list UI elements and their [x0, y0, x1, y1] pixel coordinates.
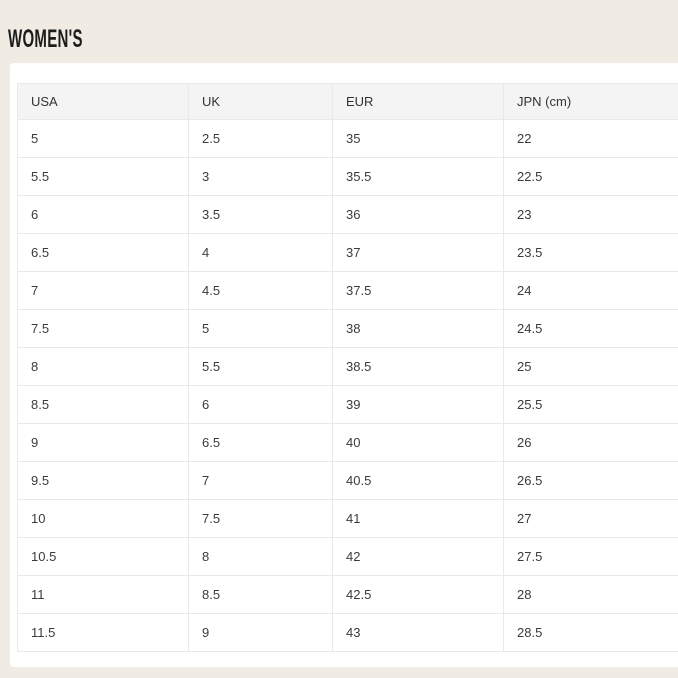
- size-conversion-table: USA UK EUR JPN (cm) 5 2.5 35 22 5.5 3 35…: [17, 83, 678, 652]
- column-header-uk: UK: [188, 83, 333, 120]
- table-row: 5.5 3 35.5 22.5: [17, 157, 678, 196]
- cell-uk: 8: [188, 537, 333, 576]
- cell-jpn: 28.5: [503, 613, 678, 652]
- cell-usa: 10.5: [17, 537, 189, 576]
- cell-uk: 2.5: [188, 119, 333, 158]
- cell-uk: 6: [188, 385, 333, 424]
- cell-uk: 3.5: [188, 195, 333, 234]
- table-row: 9 6.5 40 26: [17, 423, 678, 462]
- column-header-eur: EUR: [332, 83, 504, 120]
- cell-usa: 5.5: [17, 157, 189, 196]
- cell-eur: 42.5: [332, 575, 504, 614]
- cell-eur: 43: [332, 613, 504, 652]
- table-row: 9.5 7 40.5 26.5: [17, 461, 678, 500]
- cell-jpn: 22.5: [503, 157, 678, 196]
- cell-usa: 9: [17, 423, 189, 462]
- cell-uk: 4.5: [188, 271, 333, 310]
- cell-usa: 7.5: [17, 309, 189, 348]
- cell-jpn: 26: [503, 423, 678, 462]
- cell-uk: 4: [188, 233, 333, 272]
- table-row: 7 4.5 37.5 24: [17, 271, 678, 310]
- cell-eur: 36: [332, 195, 504, 234]
- cell-eur: 40.5: [332, 461, 504, 500]
- cell-usa: 6.5: [17, 233, 189, 272]
- column-header-jpn: JPN (cm): [503, 83, 678, 120]
- cell-eur: 37.5: [332, 271, 504, 310]
- cell-eur: 35: [332, 119, 504, 158]
- cell-eur: 35.5: [332, 157, 504, 196]
- cell-jpn: 23.5: [503, 233, 678, 272]
- table-row: 10 7.5 41 27: [17, 499, 678, 538]
- table-row: 11 8.5 42.5 28: [17, 575, 678, 614]
- cell-uk: 9: [188, 613, 333, 652]
- cell-usa: 10: [17, 499, 189, 538]
- table-row: 5 2.5 35 22: [17, 119, 678, 158]
- table-row: 8 5.5 38.5 25: [17, 347, 678, 386]
- cell-usa: 6: [17, 195, 189, 234]
- cell-uk: 5.5: [188, 347, 333, 386]
- cell-uk: 6.5: [188, 423, 333, 462]
- cell-usa: 8.5: [17, 385, 189, 424]
- table-row: 11.5 9 43 28.5: [17, 613, 678, 652]
- cell-eur: 38: [332, 309, 504, 348]
- cell-uk: 7: [188, 461, 333, 500]
- page-title: WOMEN'S: [8, 25, 83, 53]
- cell-jpn: 23: [503, 195, 678, 234]
- cell-eur: 41: [332, 499, 504, 538]
- cell-usa: 8: [17, 347, 189, 386]
- table-row: 7.5 5 38 24.5: [17, 309, 678, 348]
- cell-usa: 7: [17, 271, 189, 310]
- table-row: 10.5 8 42 27.5: [17, 537, 678, 576]
- cell-jpn: 28: [503, 575, 678, 614]
- cell-eur: 40: [332, 423, 504, 462]
- table-row: 6 3.5 36 23: [17, 195, 678, 234]
- cell-jpn: 25: [503, 347, 678, 386]
- cell-eur: 38.5: [332, 347, 504, 386]
- size-chart-panel: USA UK EUR JPN (cm) 5 2.5 35 22 5.5 3 35…: [10, 63, 678, 667]
- table-row: 8.5 6 39 25.5: [17, 385, 678, 424]
- cell-eur: 42: [332, 537, 504, 576]
- cell-jpn: 25.5: [503, 385, 678, 424]
- cell-uk: 8.5: [188, 575, 333, 614]
- cell-usa: 11: [17, 575, 189, 614]
- cell-jpn: 27.5: [503, 537, 678, 576]
- cell-usa: 9.5: [17, 461, 189, 500]
- table-row: 6.5 4 37 23.5: [17, 233, 678, 272]
- cell-uk: 3: [188, 157, 333, 196]
- cell-eur: 37: [332, 233, 504, 272]
- cell-eur: 39: [332, 385, 504, 424]
- cell-jpn: 26.5: [503, 461, 678, 500]
- table-header-row: USA UK EUR JPN (cm): [17, 83, 678, 120]
- cell-jpn: 27: [503, 499, 678, 538]
- cell-jpn: 24: [503, 271, 678, 310]
- cell-usa: 11.5: [17, 613, 189, 652]
- column-header-usa: USA: [17, 83, 189, 120]
- cell-uk: 5: [188, 309, 333, 348]
- cell-usa: 5: [17, 119, 189, 158]
- cell-jpn: 24.5: [503, 309, 678, 348]
- cell-jpn: 22: [503, 119, 678, 158]
- cell-uk: 7.5: [188, 499, 333, 538]
